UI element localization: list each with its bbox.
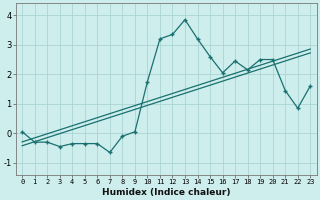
X-axis label: Humidex (Indice chaleur): Humidex (Indice chaleur) <box>102 188 230 197</box>
